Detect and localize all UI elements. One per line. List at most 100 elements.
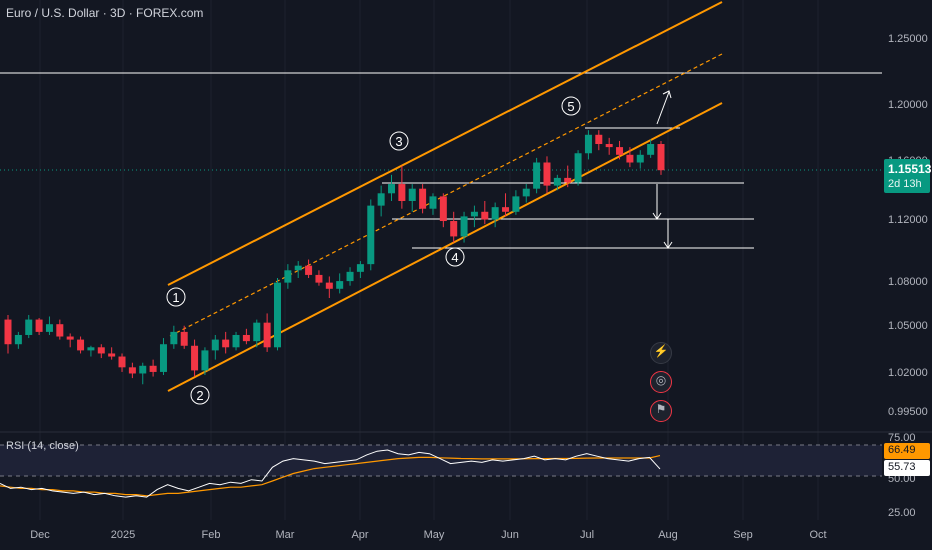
candle: [336, 281, 344, 289]
candle: [325, 282, 333, 289]
candle: [35, 319, 43, 332]
candle: [388, 184, 396, 194]
candle: [647, 144, 655, 155]
candle: [118, 356, 126, 368]
price-tick: 1.12000: [888, 214, 928, 226]
rsi-line: [0, 449, 661, 498]
candle: [87, 347, 95, 351]
candle: [367, 205, 375, 265]
price-tick: 1.02000: [888, 367, 928, 379]
rsi-tick: 75.00: [888, 432, 916, 444]
candle: [408, 188, 416, 202]
candle: [657, 144, 665, 171]
time-tick: Mar: [276, 529, 295, 541]
flag-icon[interactable]: ⚑: [650, 400, 672, 422]
rsi-ma-badge: 66.49: [884, 443, 930, 459]
candle: [191, 345, 199, 371]
candle: [543, 162, 551, 186]
channel-lower: [167, 102, 723, 392]
candle: [139, 365, 147, 374]
candle: [263, 322, 271, 348]
candle: [315, 274, 323, 283]
wave-label-2: 2: [190, 385, 210, 405]
rsi-ma-line: [0, 455, 661, 497]
candle: [128, 367, 136, 374]
svg-text:3: 3: [395, 134, 402, 149]
candle: [77, 339, 85, 351]
time-tick: Feb: [202, 529, 221, 541]
svg-text:4: 4: [451, 250, 458, 265]
candle: [626, 154, 634, 163]
rsi-title: RSI (14, close): [6, 440, 79, 452]
time-tick: Dec: [30, 529, 50, 541]
candle: [429, 196, 437, 209]
horizontal-lines: [0, 72, 882, 249]
candle: [533, 162, 541, 189]
price-tick: 0.99500: [888, 406, 928, 418]
rsi-tick: 25.00: [888, 507, 916, 519]
candle: [574, 153, 582, 183]
price-tick: 1.25000: [888, 33, 928, 45]
candle: [636, 154, 644, 163]
candle: [211, 339, 219, 351]
wave-labels: 1 2 3 4 5: [166, 96, 581, 405]
candle: [97, 347, 105, 354]
price-tick: 1.05000: [888, 320, 928, 332]
candle: [481, 211, 489, 220]
last-price-badge: 1.15513 2d 13h: [884, 159, 931, 193]
arrow-up: [656, 90, 672, 125]
channel-mid: [169, 53, 723, 337]
candle: [66, 336, 74, 340]
candle: [491, 207, 499, 220]
candle: [616, 147, 624, 155]
svg-text:1: 1: [172, 290, 179, 305]
candle: [346, 271, 354, 282]
candle: [450, 221, 458, 237]
channel-upper: [167, 1, 723, 286]
rsi-value: 55.73: [888, 461, 916, 473]
candle: [460, 216, 468, 237]
rsi-tick: 50.00: [888, 473, 916, 485]
candle: [159, 344, 167, 372]
grid: [39, 0, 819, 520]
countdown: 2d 13h: [888, 178, 922, 190]
time-tick: May: [424, 529, 445, 541]
globe-icon[interactable]: ◎: [650, 371, 672, 393]
time-tick: Sep: [733, 529, 753, 541]
rsi-ma-value: 66.49: [888, 444, 916, 456]
candle: [232, 334, 240, 348]
svg-text:5: 5: [567, 99, 574, 114]
candle: [25, 319, 33, 335]
candle: [253, 322, 261, 342]
candle: [439, 196, 447, 222]
price-tick: 1.08000: [888, 276, 928, 288]
time-tick: Oct: [809, 529, 826, 541]
wave-label-5: 5: [561, 96, 581, 116]
candle: [45, 324, 53, 332]
candle: [201, 350, 209, 371]
candles: [4, 130, 665, 385]
candle: [584, 134, 592, 154]
price-axis: 1.25000 1.20000 1.16000 1.12000 1.08000 …: [888, 33, 928, 418]
candle: [4, 319, 12, 345]
candle: [14, 334, 22, 345]
arrows: [652, 90, 673, 249]
time-tick: Apr: [351, 529, 368, 541]
candle: [512, 196, 520, 212]
svg-text:2: 2: [196, 388, 203, 403]
time-tick: 2025: [111, 529, 135, 541]
wave-label-4: 4: [445, 247, 465, 267]
rsi-badge: 55.73: [884, 460, 930, 476]
candle: [305, 265, 313, 275]
candle: [222, 339, 230, 348]
flash-icon[interactable]: ⚡: [650, 342, 672, 364]
arrow-down-2: [663, 219, 673, 249]
candle: [273, 282, 281, 348]
candle: [470, 211, 478, 217]
candle: [377, 193, 385, 206]
candle: [108, 353, 116, 357]
candle: [56, 324, 64, 337]
time-tick: Jun: [501, 529, 519, 541]
time-tick: Aug: [658, 529, 678, 541]
